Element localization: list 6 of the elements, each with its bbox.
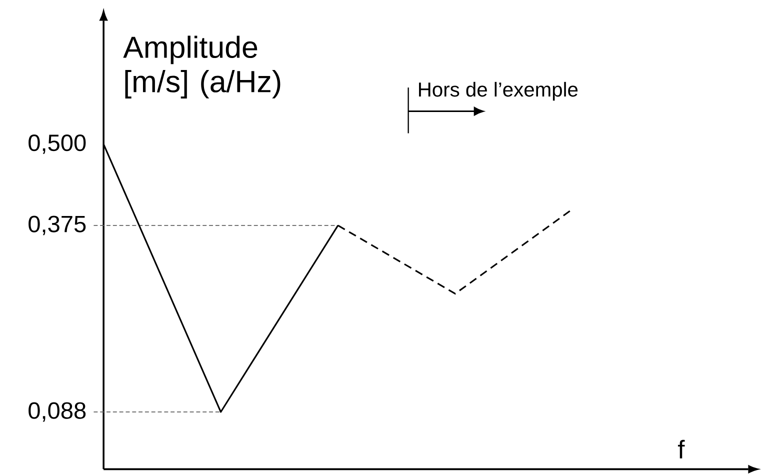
y-axis-title: Amplitude [m/s] (a/Hz) bbox=[123, 36, 280, 98]
y-tick-label: 0,500 bbox=[28, 134, 86, 154]
annotation: Hors de l’exemple bbox=[419, 82, 578, 101]
y-tick-label: 0,088 bbox=[28, 402, 86, 422]
y-tick-label: 0,375 bbox=[28, 216, 86, 236]
x-axis-title: f bbox=[678, 440, 685, 458]
